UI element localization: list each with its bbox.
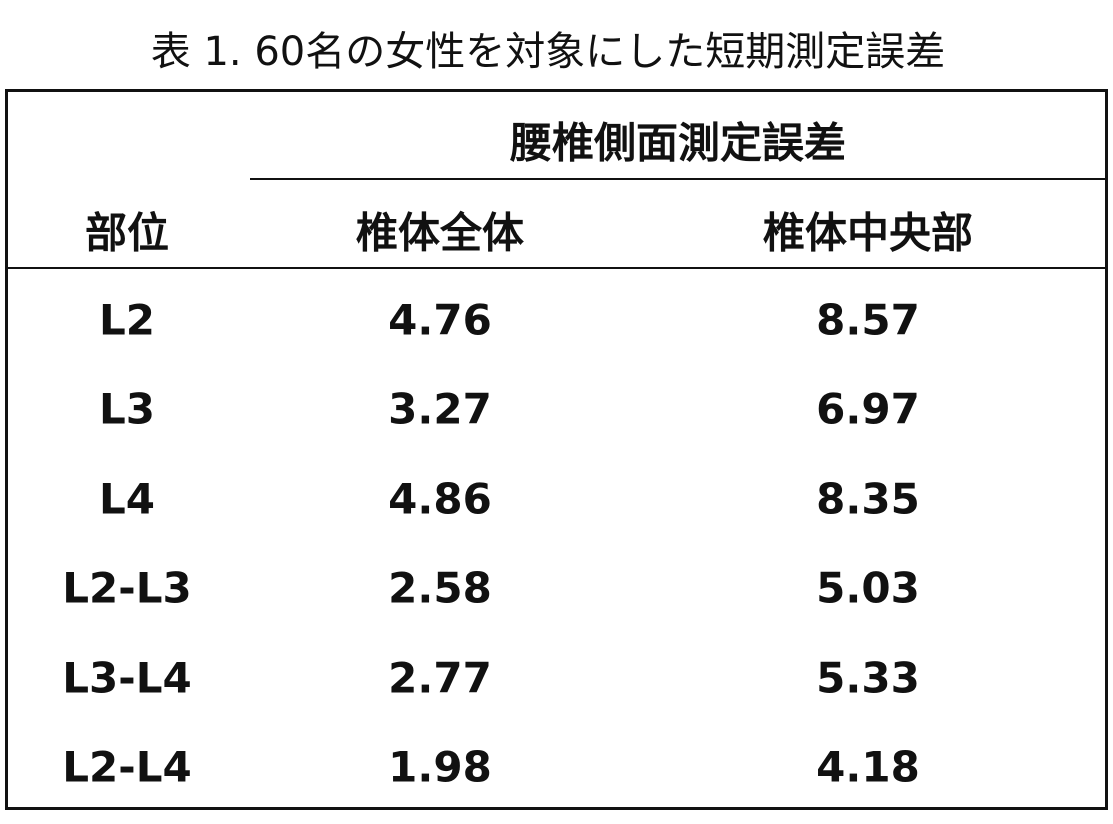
row-label: L2-L3 <box>62 563 192 613</box>
column-header: 部位 <box>84 208 170 258</box>
table-cell: 4.18 <box>816 742 920 792</box>
group-header: 腰椎側面測定誤差 <box>509 118 847 168</box>
table-title: 表 1. 60名の女性を対象にした短期測定誤差 <box>150 29 946 75</box>
table-frame <box>5 89 1108 810</box>
row-label: L3 <box>99 384 155 434</box>
row-label: L2-L4 <box>62 742 192 792</box>
table-cell: 5.33 <box>816 653 920 703</box>
table-cell: 6.97 <box>816 384 920 434</box>
header-rule <box>8 267 1105 269</box>
row-label: L3-L4 <box>62 653 192 703</box>
column-header: 椎体中央部 <box>762 208 974 258</box>
table-cell: 4.76 <box>388 295 492 345</box>
table-cell: 5.03 <box>816 563 920 613</box>
table-cell: 3.27 <box>388 384 492 434</box>
table-cell: 8.35 <box>816 474 920 524</box>
table-cell: 2.77 <box>388 653 492 703</box>
row-label: L4 <box>99 474 155 524</box>
row-label: L2 <box>99 295 155 345</box>
group-rule <box>250 178 1105 180</box>
column-header: 椎体全体 <box>355 208 525 258</box>
table-cell: 1.98 <box>388 742 492 792</box>
table-cell: 2.58 <box>388 563 492 613</box>
table-cell: 4.86 <box>388 474 492 524</box>
table-cell: 8.57 <box>816 295 920 345</box>
